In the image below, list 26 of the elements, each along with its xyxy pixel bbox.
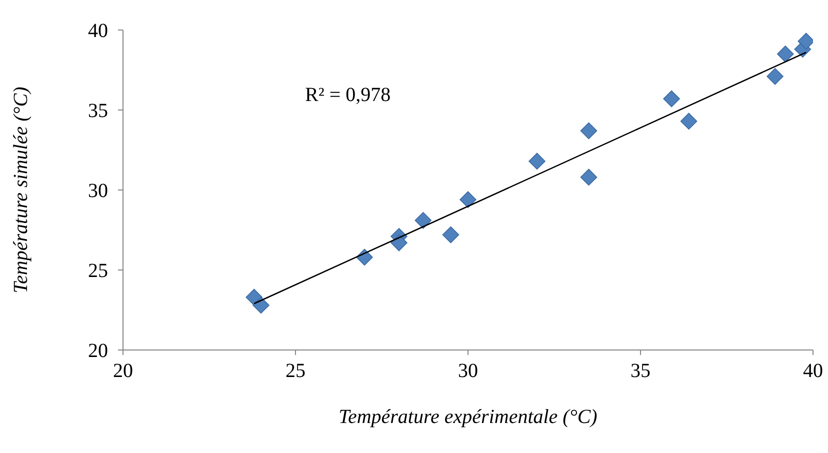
point: [680, 112, 698, 130]
point: [442, 226, 460, 244]
point: [580, 168, 598, 186]
y-tick-label: 30: [88, 180, 108, 202]
point: [390, 234, 408, 252]
y-tick-label: 25: [88, 260, 108, 282]
point: [252, 296, 270, 314]
x-tick-label: 40: [803, 360, 823, 382]
y-tick-label: 35: [88, 100, 108, 122]
x-tick-label: 20: [113, 360, 133, 382]
point: [663, 90, 680, 108]
x-tick-label: 30: [458, 360, 478, 382]
y-tick-label: 20: [88, 340, 108, 362]
y-tick-label: 40: [88, 20, 108, 42]
point: [798, 32, 813, 50]
point: [766, 68, 784, 85]
y-axis-title: Température simulée (°C): [10, 86, 32, 294]
x-tick-label: 35: [630, 360, 650, 382]
point: [528, 152, 546, 170]
annotation: R² = 0,978: [305, 84, 391, 107]
x-axis-title: Température expérimentale (°C): [338, 406, 598, 428]
point: [777, 46, 794, 62]
point: [414, 212, 432, 229]
x-tick-label: 25: [286, 360, 306, 382]
point: [460, 191, 476, 208]
point: [580, 122, 598, 140]
